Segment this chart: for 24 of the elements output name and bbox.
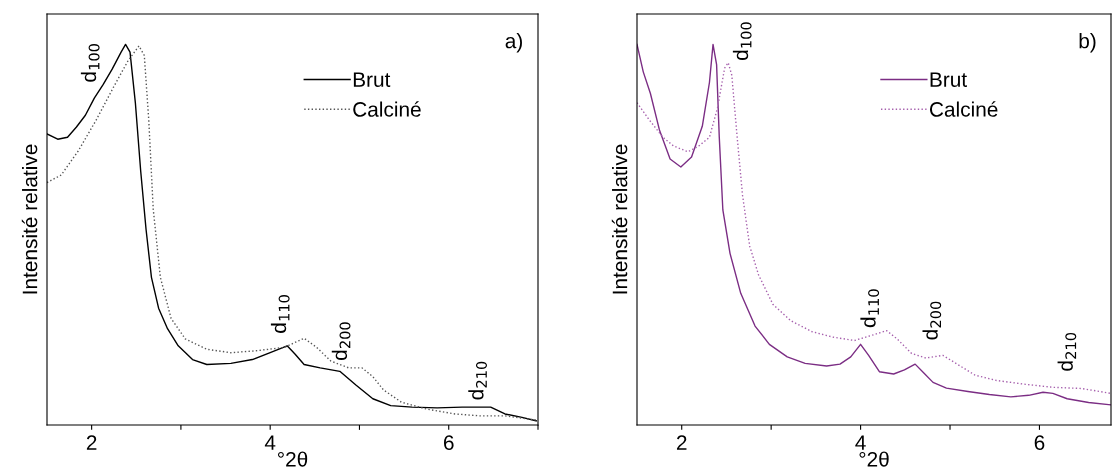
x-tick-label: 2 xyxy=(86,435,97,450)
x-tick-label: 6 xyxy=(1034,435,1045,451)
x-tick-label: 4 xyxy=(264,435,276,450)
x-tick-label: 6 xyxy=(443,435,454,451)
annotation: d$_{200}$ xyxy=(331,322,351,361)
x-axis-title: °2θ xyxy=(859,451,889,467)
annotation: a) xyxy=(505,33,522,53)
y-axis-title: Intensité relative xyxy=(611,144,628,294)
x-tick-label: 4 xyxy=(855,435,866,450)
annotation: d$_{210}$ xyxy=(468,361,487,400)
legend-label: Calciné xyxy=(353,101,421,117)
legend-label: Brut xyxy=(353,72,391,87)
x-axis-title: °2θ xyxy=(277,451,308,467)
annotation: d$_{210}$ xyxy=(1057,332,1077,371)
legend-label: Brut xyxy=(930,72,967,87)
y-axis-title: Intensité relative xyxy=(21,144,38,294)
legend-label: Calciné xyxy=(929,101,998,117)
x-tick-label: 2 xyxy=(676,435,687,450)
annotation: d$_{200}$ xyxy=(922,301,942,340)
annotation: d$_{110}$ xyxy=(860,289,880,328)
annotation: d$_{110}$ xyxy=(270,295,290,333)
annotation: d$_{100}$ xyxy=(732,22,752,60)
annotation: d$_{100}$ xyxy=(80,43,100,82)
annotation: b) xyxy=(1079,33,1096,53)
